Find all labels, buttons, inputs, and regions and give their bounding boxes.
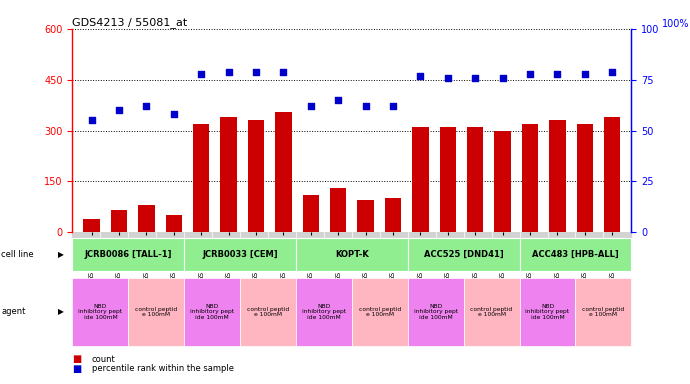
Bar (330, 188, 346, 232)
Bar (138, 205, 155, 232)
Point (250, 68, 262, 74)
Bar (385, 199, 401, 232)
Text: 100%: 100% (662, 19, 689, 29)
Text: count: count (92, 354, 115, 364)
Text: control peptid
e 100mM: control peptid e 100mM (471, 306, 513, 318)
Bar (303, 195, 319, 232)
Text: ■: ■ (72, 364, 81, 374)
Bar (494, 131, 511, 232)
Bar (549, 120, 566, 232)
Text: cell line: cell line (1, 250, 34, 259)
Text: NBD
inhibitory pept
ide 100mM: NBD inhibitory pept ide 100mM (190, 304, 234, 320)
Point (168, 111, 179, 118)
Bar (604, 117, 620, 232)
Text: ▶: ▶ (57, 308, 63, 316)
Text: control peptid
e 100mM: control peptid e 100mM (247, 306, 289, 318)
Bar (111, 210, 127, 232)
Point (113, 107, 124, 113)
Point (497, 74, 508, 81)
Text: NBD
inhibitory pept
ide 100mM: NBD inhibitory pept ide 100mM (302, 304, 346, 320)
Bar (220, 117, 237, 232)
Bar (83, 219, 100, 232)
Bar (193, 124, 210, 232)
Point (86, 117, 97, 123)
Point (278, 68, 289, 74)
Text: percentile rank within the sample: percentile rank within the sample (92, 364, 234, 373)
Point (442, 74, 453, 81)
Point (552, 71, 563, 77)
Bar (166, 215, 182, 232)
Bar (248, 120, 264, 232)
Bar (412, 127, 428, 232)
Text: ▶: ▶ (57, 250, 63, 259)
Bar (275, 112, 292, 232)
Point (360, 103, 371, 109)
Text: ACC525 [DND41]: ACC525 [DND41] (424, 250, 504, 259)
Point (388, 103, 399, 109)
Point (607, 68, 618, 74)
Text: control peptid
e 100mM: control peptid e 100mM (582, 306, 624, 318)
Text: JCRB0086 [TALL-1]: JCRB0086 [TALL-1] (85, 250, 172, 259)
Point (415, 73, 426, 79)
Point (524, 71, 535, 77)
Text: KOPT-K: KOPT-K (335, 250, 368, 259)
Text: control peptid
e 100mM: control peptid e 100mM (135, 306, 177, 318)
Bar (440, 127, 456, 232)
Bar (577, 124, 593, 232)
Text: JCRB0033 [CEM]: JCRB0033 [CEM] (202, 250, 278, 259)
Text: ACC483 [HPB-ALL]: ACC483 [HPB-ALL] (532, 250, 619, 259)
Text: ■: ■ (72, 354, 81, 364)
Text: GDS4213 / 55081_at: GDS4213 / 55081_at (72, 17, 188, 28)
Point (580, 71, 591, 77)
Point (305, 103, 316, 109)
Point (223, 68, 234, 74)
Bar (357, 200, 374, 232)
Bar (522, 124, 538, 232)
Point (470, 74, 481, 81)
Text: NBD
inhibitory pept
ide 100mM: NBD inhibitory pept ide 100mM (526, 304, 569, 320)
Point (141, 103, 152, 109)
Point (196, 71, 207, 77)
Point (333, 97, 344, 103)
Text: NBD
inhibitory pept
ide 100mM: NBD inhibitory pept ide 100mM (79, 304, 122, 320)
Text: control peptid
e 100mM: control peptid e 100mM (359, 306, 401, 318)
Text: NBD
inhibitory pept
ide 100mM: NBD inhibitory pept ide 100mM (414, 304, 457, 320)
Text: agent: agent (1, 308, 26, 316)
Bar (467, 127, 484, 232)
